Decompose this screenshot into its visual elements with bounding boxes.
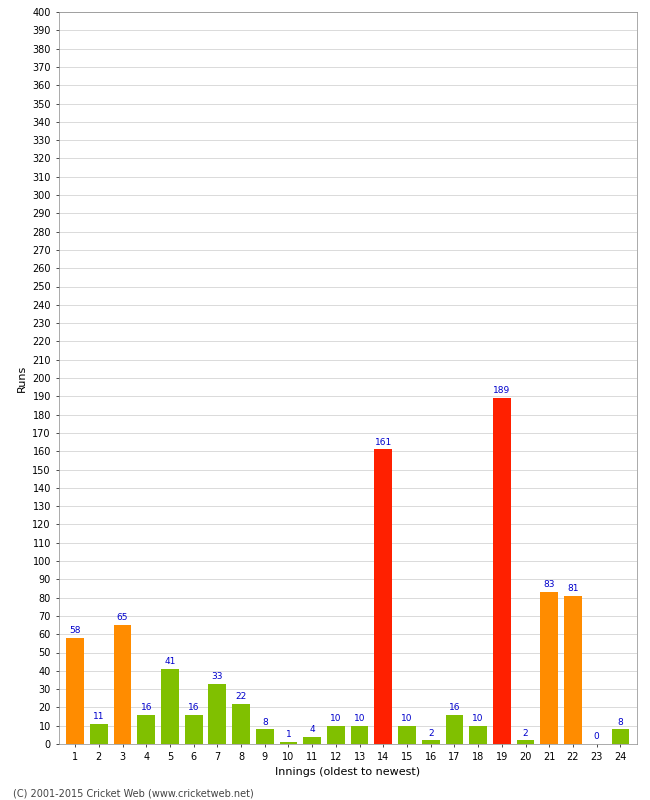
Text: 189: 189	[493, 386, 510, 395]
Text: 65: 65	[117, 614, 128, 622]
Bar	[327, 726, 344, 744]
Y-axis label: Runs: Runs	[17, 364, 27, 392]
Text: 8: 8	[618, 718, 623, 726]
Text: (C) 2001-2015 Cricket Web (www.cricketweb.net): (C) 2001-2015 Cricket Web (www.cricketwe…	[13, 788, 254, 798]
Bar	[445, 714, 463, 744]
Text: 22: 22	[235, 692, 247, 701]
X-axis label: Innings (oldest to newest): Innings (oldest to newest)	[275, 767, 421, 777]
Text: 2: 2	[428, 729, 434, 738]
Bar	[564, 596, 582, 744]
Bar	[232, 704, 250, 744]
Bar	[304, 737, 321, 744]
Text: 8: 8	[262, 718, 268, 726]
Bar	[256, 730, 274, 744]
Bar	[540, 592, 558, 744]
Text: 41: 41	[164, 658, 176, 666]
Text: 10: 10	[354, 714, 365, 723]
Text: 2: 2	[523, 729, 528, 738]
Text: 11: 11	[93, 712, 105, 721]
Text: 16: 16	[448, 703, 460, 712]
Bar	[422, 740, 439, 744]
Text: 58: 58	[70, 626, 81, 635]
Text: 10: 10	[401, 714, 413, 723]
Bar	[185, 714, 203, 744]
Text: 10: 10	[473, 714, 484, 723]
Bar	[280, 742, 297, 744]
Bar	[517, 740, 534, 744]
Bar	[161, 669, 179, 744]
Text: 4: 4	[309, 725, 315, 734]
Text: 16: 16	[140, 703, 152, 712]
Bar	[66, 638, 84, 744]
Bar	[137, 714, 155, 744]
Bar	[351, 726, 369, 744]
Text: 10: 10	[330, 714, 342, 723]
Bar	[114, 625, 131, 744]
Bar	[209, 684, 226, 744]
Text: 161: 161	[374, 438, 392, 446]
Text: 81: 81	[567, 584, 578, 593]
Bar	[90, 724, 108, 744]
Text: 1: 1	[285, 730, 291, 739]
Bar	[612, 730, 629, 744]
Bar	[398, 726, 416, 744]
Bar	[469, 726, 487, 744]
Text: 16: 16	[188, 703, 200, 712]
Text: 83: 83	[543, 580, 555, 590]
Bar	[493, 398, 511, 744]
Bar	[374, 450, 392, 744]
Text: 33: 33	[212, 672, 223, 681]
Text: 0: 0	[594, 732, 599, 742]
